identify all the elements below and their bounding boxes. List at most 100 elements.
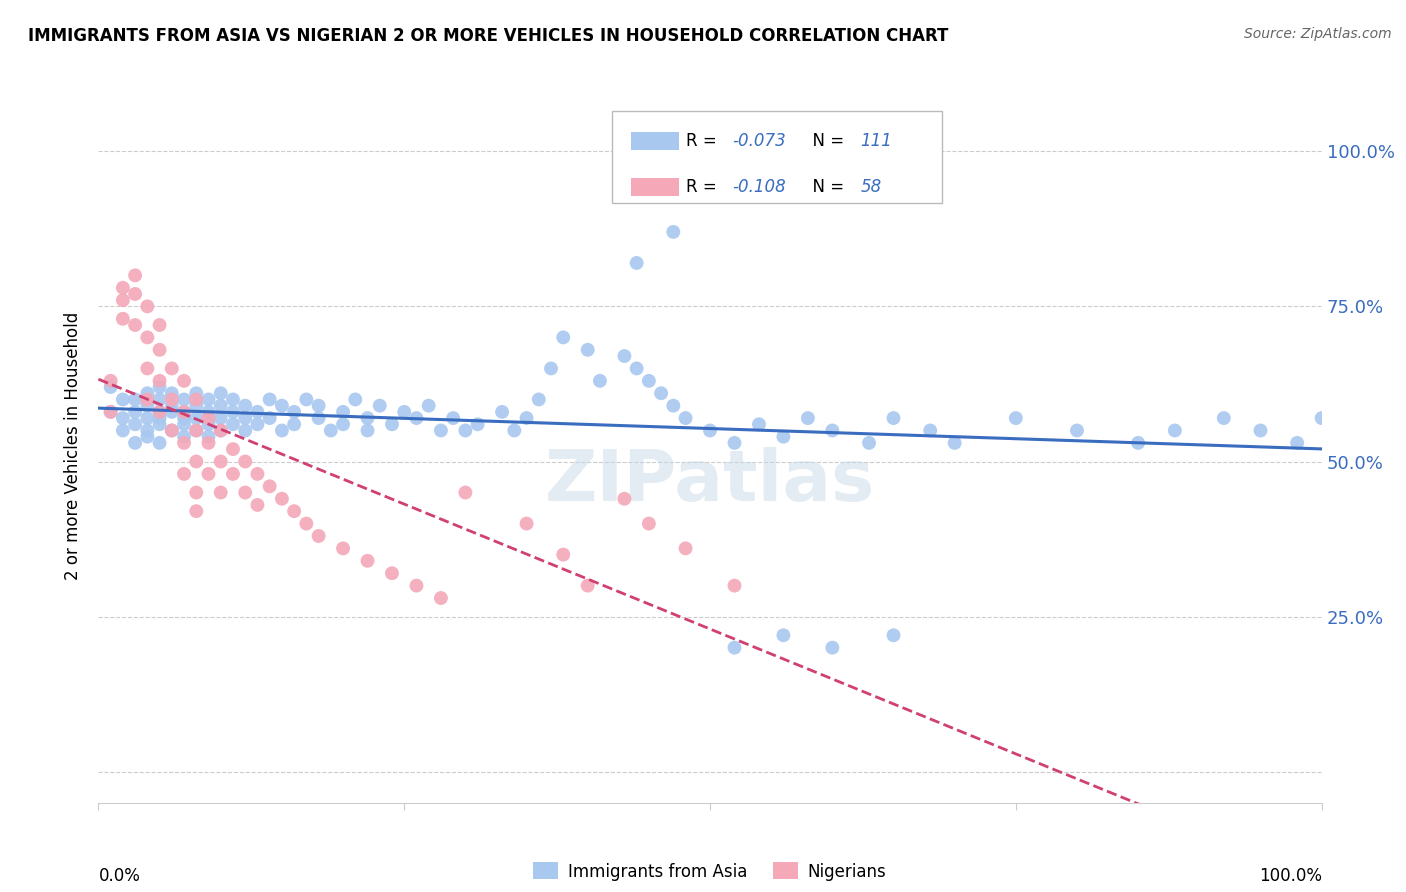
Text: -0.073: -0.073	[733, 132, 786, 150]
Point	[149, 405, 172, 419]
Point	[295, 392, 318, 407]
Point	[441, 411, 464, 425]
Point	[675, 411, 697, 425]
Point	[430, 591, 453, 605]
Point	[209, 424, 232, 438]
Point	[124, 318, 146, 332]
Point	[100, 380, 122, 394]
Point	[136, 330, 159, 344]
Point	[283, 405, 305, 419]
Point	[638, 516, 661, 531]
Point	[209, 399, 232, 413]
Point	[491, 405, 513, 419]
Point	[662, 225, 685, 239]
Point	[662, 399, 685, 413]
Point	[124, 405, 146, 419]
Point	[136, 411, 159, 425]
Point	[589, 374, 612, 388]
Point	[675, 541, 697, 556]
Point	[858, 436, 880, 450]
Point	[308, 529, 330, 543]
Point	[332, 417, 354, 432]
Point	[259, 411, 281, 425]
Point	[149, 374, 172, 388]
Point	[173, 392, 195, 407]
FancyBboxPatch shape	[630, 132, 679, 150]
Point	[723, 579, 745, 593]
Point	[638, 374, 661, 388]
Point	[283, 504, 305, 518]
Point	[1066, 424, 1088, 438]
Point	[381, 566, 404, 581]
Point	[233, 424, 256, 438]
Point	[111, 392, 134, 407]
Point	[100, 374, 122, 388]
Point	[186, 399, 208, 413]
Point	[723, 640, 745, 655]
Legend: Immigrants from Asia, Nigerians: Immigrants from Asia, Nigerians	[527, 855, 893, 888]
Point	[222, 467, 245, 481]
Point	[124, 417, 146, 432]
Point	[173, 467, 195, 481]
Point	[186, 485, 208, 500]
Point	[613, 491, 636, 506]
Point	[246, 417, 269, 432]
Point	[515, 411, 537, 425]
Point	[222, 405, 245, 419]
Point	[270, 399, 294, 413]
Point	[405, 579, 427, 593]
Point	[222, 392, 245, 407]
Point	[723, 436, 745, 450]
Point	[883, 628, 905, 642]
Point	[1249, 424, 1271, 438]
Point	[1164, 424, 1187, 438]
Text: ZIPatlas: ZIPatlas	[546, 447, 875, 516]
Point	[454, 424, 477, 438]
Point	[1004, 411, 1026, 425]
Text: N =: N =	[801, 132, 849, 150]
Point	[626, 256, 648, 270]
Point	[515, 516, 537, 531]
Point	[124, 287, 146, 301]
Point	[100, 405, 122, 419]
Point	[356, 554, 378, 568]
Point	[186, 504, 208, 518]
Text: Source: ZipAtlas.com: Source: ZipAtlas.com	[1244, 27, 1392, 41]
Point	[381, 417, 404, 432]
Point	[100, 405, 122, 419]
Text: 58: 58	[860, 178, 882, 195]
Text: R =: R =	[686, 132, 721, 150]
Point	[149, 436, 172, 450]
Point	[149, 405, 172, 419]
Point	[576, 343, 599, 357]
Point	[613, 349, 636, 363]
Point	[160, 399, 183, 413]
Point	[405, 411, 427, 425]
Point	[136, 399, 159, 413]
Point	[1310, 411, 1333, 425]
Point	[136, 299, 159, 313]
Point	[883, 411, 905, 425]
Point	[186, 392, 208, 407]
Point	[136, 386, 159, 401]
Point	[197, 436, 219, 450]
Point	[136, 392, 159, 407]
Point	[111, 424, 134, 438]
Point	[186, 454, 208, 468]
Point	[149, 318, 172, 332]
Point	[160, 424, 183, 438]
Point	[149, 417, 172, 432]
Point	[173, 405, 195, 419]
Point	[332, 405, 354, 419]
Text: R =: R =	[686, 178, 721, 195]
Point	[209, 424, 232, 438]
Point	[259, 479, 281, 493]
Point	[136, 424, 159, 438]
Point	[553, 548, 575, 562]
Point	[308, 399, 330, 413]
Text: 100.0%: 100.0%	[1258, 867, 1322, 885]
Point	[553, 330, 575, 344]
Point	[626, 361, 648, 376]
Point	[797, 411, 820, 425]
Point	[149, 411, 172, 425]
